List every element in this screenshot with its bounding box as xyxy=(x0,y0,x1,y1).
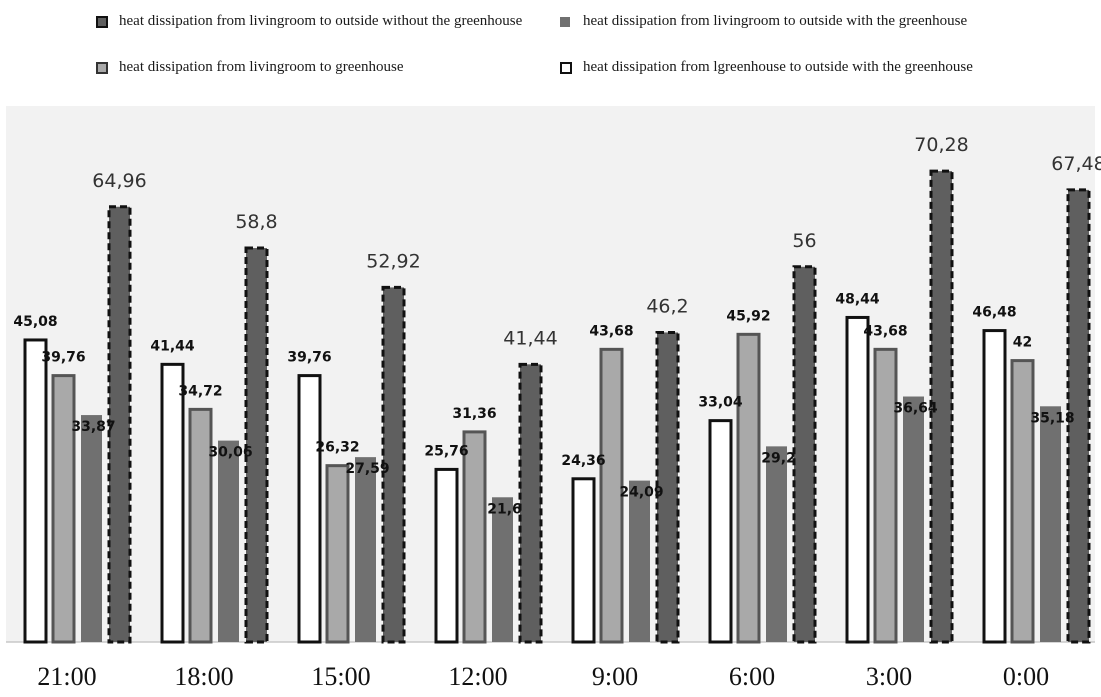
value-labels-layer: 45,08 39,76 33,87 64,96 41,44 34,72 30,06 58,8 3… xyxy=(13,134,1101,517)
x-tick-label: 9:00 xyxy=(592,662,638,691)
bar-livingroom_to_greenhouse-2100 xyxy=(51,374,76,644)
data-label: 39,76 xyxy=(41,350,85,366)
x-tick-label: 3:00 xyxy=(866,662,912,691)
bar-livingroom_outside_with-600 xyxy=(766,446,787,642)
data-label: 21,6 xyxy=(487,501,522,517)
chart-legend: heat dissipation from livingroom to outs… xyxy=(0,0,1101,90)
outlined-gray-square-icon xyxy=(96,62,108,74)
bar-livingroom_to_greenhouse-900 xyxy=(599,347,624,644)
bar-greenhouse_outside_with-900 xyxy=(571,477,596,644)
data-label: 33,87 xyxy=(71,419,115,435)
bar-without_greenhouse-1500 xyxy=(381,285,406,644)
bar-greenhouse_outside_with-1200 xyxy=(434,467,459,644)
data-label: 27,59 xyxy=(345,461,389,477)
data-label: 35,18 xyxy=(1030,410,1074,426)
data-label: 41,44 xyxy=(150,338,195,354)
dashed-dark-square-icon xyxy=(96,16,108,28)
bar-greenhouse_outside_with-1800 xyxy=(160,362,185,644)
data-label: 56 xyxy=(792,230,816,252)
bar-livingroom_to_greenhouse-600 xyxy=(736,332,761,644)
bar-livingroom_to_greenhouse-000 xyxy=(1010,359,1035,644)
bar-without_greenhouse-900 xyxy=(655,330,680,644)
bar-livingroom_outside_with-1200 xyxy=(492,497,513,642)
x-tick-label: 6:00 xyxy=(729,662,775,691)
data-label: 42 xyxy=(1013,335,1032,351)
data-label: 45,92 xyxy=(726,308,770,324)
x-tick-label: 21:00 xyxy=(37,662,96,691)
plain-dark-square-icon xyxy=(560,17,570,27)
white-square-icon xyxy=(560,62,572,74)
data-label: 31,36 xyxy=(452,406,496,422)
x-tick-label: 0:00 xyxy=(1003,662,1049,691)
data-label: 30,06 xyxy=(208,445,252,461)
data-label: 39,76 xyxy=(287,350,331,366)
legend-label: heat dissipation from livingroom to outs… xyxy=(583,13,968,29)
legend-label: heat dissipation from lgreenhouse to out… xyxy=(583,59,973,75)
data-label: 29,2 xyxy=(761,450,796,466)
bar-livingroom_outside_with-1800 xyxy=(218,440,239,642)
data-label: 48,44 xyxy=(835,291,880,307)
data-label: 25,76 xyxy=(424,443,468,459)
data-label: 45,08 xyxy=(13,314,57,330)
data-label: 43,68 xyxy=(589,323,633,339)
bar-greenhouse_outside_with-000 xyxy=(982,329,1007,644)
data-label: 64,96 xyxy=(92,170,146,192)
x-tick-label: 18:00 xyxy=(174,662,233,691)
x-tick-labels-layer: 21:00 18:00 15:00 12:00 9:00 6:00 3:00 0:00 xyxy=(37,662,1049,691)
bars-layer xyxy=(23,169,1091,644)
data-label: 70,28 xyxy=(914,134,968,156)
data-label: 24,36 xyxy=(561,453,605,469)
data-label: 58,8 xyxy=(235,211,277,233)
data-label: 43,68 xyxy=(863,323,907,339)
data-label: 24,09 xyxy=(619,485,663,501)
x-tick-label: 12:00 xyxy=(448,662,507,691)
bar-greenhouse_outside_with-1500 xyxy=(297,374,322,644)
legend-label: heat dissipation from livingroom to outs… xyxy=(119,13,523,29)
data-label: 52,92 xyxy=(366,250,420,272)
bar-greenhouse_outside_with-600 xyxy=(708,419,733,644)
data-label: 41,44 xyxy=(503,327,557,349)
bar-greenhouse_outside_with-300 xyxy=(845,315,870,644)
legend-label: heat dissipation from livingroom to gree… xyxy=(119,59,404,75)
bar-livingroom_outside_with-300 xyxy=(903,396,924,642)
data-label: 46,2 xyxy=(646,295,688,317)
data-label: 26,32 xyxy=(315,440,359,456)
data-label: 33,04 xyxy=(698,395,743,411)
bar-livingroom_to_greenhouse-1500 xyxy=(325,464,350,644)
x-tick-label: 15:00 xyxy=(311,662,370,691)
bar-without_greenhouse-1200 xyxy=(518,362,543,644)
data-label: 67,48 xyxy=(1051,153,1101,175)
bar-livingroom_outside_with-900 xyxy=(629,480,650,642)
bar-livingroom_outside_with-000 xyxy=(1040,406,1061,642)
data-label: 34,72 xyxy=(178,383,222,399)
bar-greenhouse_outside_with-2100 xyxy=(23,338,48,644)
bar-livingroom_to_greenhouse-300 xyxy=(873,347,898,644)
bar-without_greenhouse-2100 xyxy=(107,205,132,644)
data-label: 36,64 xyxy=(893,401,938,417)
bar-livingroom_to_greenhouse-1800 xyxy=(188,407,213,644)
bar-livingroom_outside_with-2100 xyxy=(81,415,102,642)
bar-without_greenhouse-000 xyxy=(1066,188,1091,644)
data-label: 46,48 xyxy=(972,305,1016,321)
bar-livingroom_to_greenhouse-1200 xyxy=(462,430,487,644)
bar-livingroom_outside_with-1500 xyxy=(355,457,376,642)
bar-without_greenhouse-600 xyxy=(792,265,817,644)
bar-without_greenhouse-300 xyxy=(929,169,954,644)
bar-without_greenhouse-1800 xyxy=(244,246,269,644)
